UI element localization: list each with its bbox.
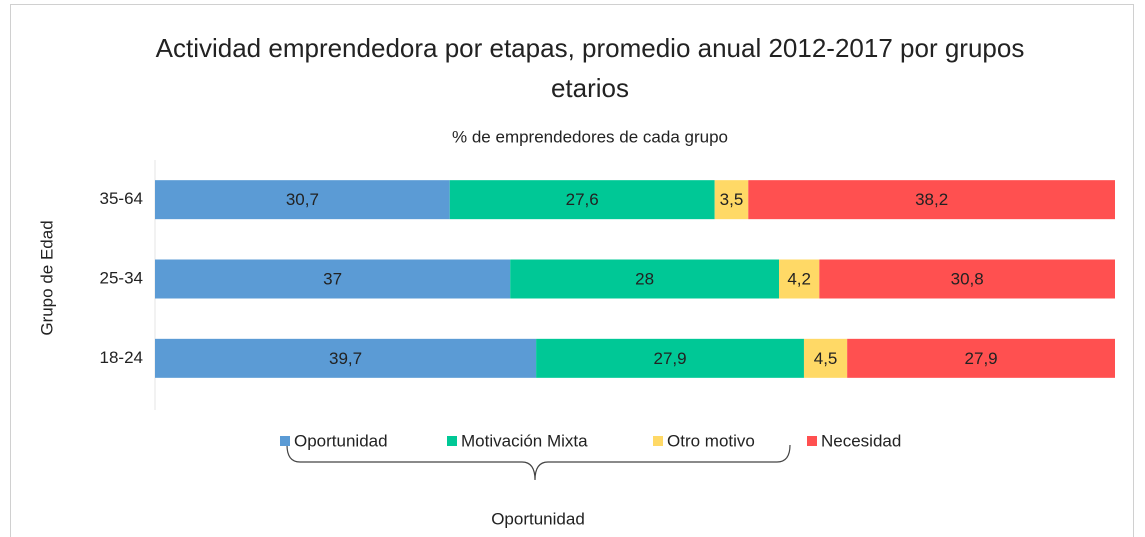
legend-swatch: [280, 436, 290, 446]
bar-segment: [536, 338, 804, 378]
legend-label: Necesidad: [821, 431, 901, 450]
y-tick-label: 25-34: [100, 268, 143, 287]
data-label: 27,9: [965, 349, 998, 368]
y-tick-label: 18-24: [100, 348, 143, 367]
bar-segment: [779, 259, 820, 299]
data-label: 30,8: [951, 269, 984, 288]
legend-swatch: [807, 436, 817, 446]
bar-segment: [847, 338, 1115, 378]
bar-segment: [748, 180, 1115, 220]
data-label: 4,5: [814, 349, 838, 368]
bar-segment: [510, 259, 779, 299]
chart-frame: [10, 4, 1134, 537]
legend-label: Otro motivo: [667, 431, 755, 450]
y-tick-label: 35-64: [100, 189, 143, 208]
y-axis-label: Grupo de Edad: [37, 220, 56, 335]
bar-segment: [155, 180, 450, 220]
chart-subtitle: % de emprendedores de cada grupo: [452, 127, 728, 146]
bar-segment: [155, 338, 537, 378]
data-label: 27,9: [653, 349, 686, 368]
bracket: [286, 444, 791, 481]
chart-title: Actividad emprendedora por etapas, prome…: [155, 33, 1025, 103]
data-label: 4,2: [787, 269, 811, 288]
legend-label: Oportunidad: [294, 431, 388, 450]
legend-label: Motivación Mixta: [461, 431, 588, 450]
data-label: 37: [323, 269, 342, 288]
legend-swatch: [447, 436, 457, 446]
data-label: 30,7: [286, 190, 319, 209]
legend-swatch: [653, 436, 663, 446]
bar-segment: [449, 180, 715, 220]
data-label: 28: [635, 269, 654, 288]
data-label: 27,6: [566, 190, 599, 209]
data-label: 39,7: [329, 349, 362, 368]
bar-segment: [803, 338, 848, 378]
annotation: Oportunidad: [491, 509, 585, 528]
data-label: 38,2: [915, 190, 948, 209]
bar-segment: [819, 259, 1115, 299]
data-label: 3,5: [720, 190, 744, 209]
bar-segment: [714, 180, 749, 220]
bar-segment: [155, 259, 511, 299]
